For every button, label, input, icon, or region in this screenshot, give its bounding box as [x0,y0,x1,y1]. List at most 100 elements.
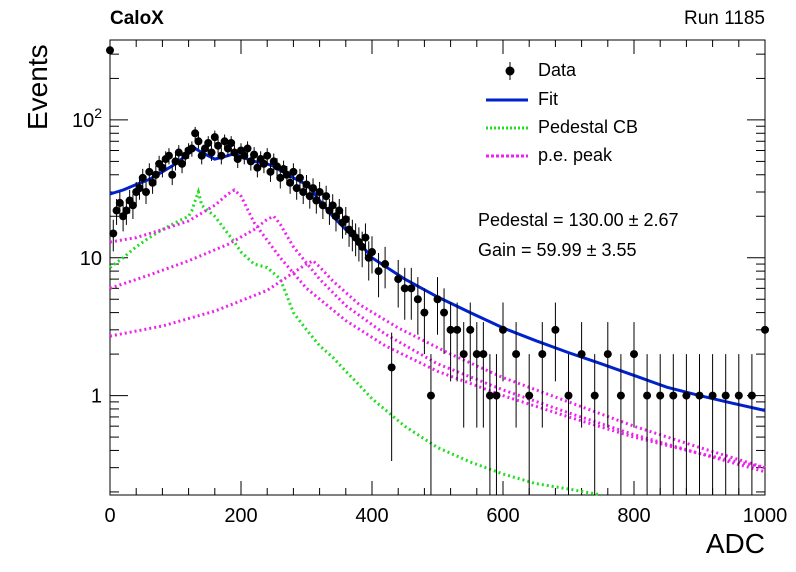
data-point [191,129,200,138]
data-point [643,391,652,400]
data-point [400,284,409,293]
data-point [174,148,183,157]
series-p-e-peak-2 [109,214,766,474]
data-point [273,162,282,171]
data-point [485,391,494,400]
data-point [214,141,223,150]
series-pedestal-cb [109,186,602,497]
data-point [197,151,206,160]
data-point [453,325,462,334]
data-point [374,267,383,276]
y-axis-label: Events [22,44,53,130]
data-point [315,187,324,196]
data-point [135,184,144,193]
data-point [708,391,717,400]
data-point [151,170,160,179]
data-point [122,206,131,215]
data-point [368,248,376,257]
x-tick-label: 1000 [743,505,788,527]
data-point [577,350,586,359]
data-point [286,178,295,187]
data-point [158,163,167,172]
data-point [164,151,173,160]
data-point [440,308,449,317]
data-point [112,206,121,215]
data-point [358,242,367,251]
data-point [656,391,665,400]
data-point [309,184,318,193]
data-point [230,148,239,157]
data-point [479,350,488,359]
data-point [446,325,455,334]
x-axis-label: ADC [705,528,765,559]
data-point [210,133,219,142]
data-point [194,137,203,146]
legend [486,62,528,158]
data-point [499,325,507,334]
y-tick-label: 1 [91,386,102,408]
data-point [433,295,442,304]
data-point [590,391,599,400]
x-tick-label: 600 [486,505,519,527]
pedestal-stat: Pedestal = 130.00 ± 2.67 [478,210,679,230]
data-point [187,144,196,153]
plot-frame [109,39,766,496]
legend-label-fit: Fit [538,89,558,109]
data-point [603,350,612,359]
data-point [721,391,730,400]
series-p-e-peak-1 [109,188,766,470]
data-point [492,391,501,400]
data-point [295,173,304,182]
data-point [426,391,435,400]
data-point [361,233,370,242]
data-point [551,325,560,334]
data-point [459,350,468,359]
data-point [322,192,331,201]
series-p-e-peak-3 [109,258,766,470]
data-point [217,151,226,160]
data-point [312,196,321,205]
x-tick-label: 0 [104,505,115,527]
data-point [171,157,180,166]
data-point [512,350,521,359]
data-point [240,151,249,160]
data-point [115,198,124,207]
data-point [138,173,147,182]
data-point [282,170,291,179]
data-point [292,184,301,193]
data-point [394,275,403,284]
data-point [178,159,187,168]
data-point [109,229,118,238]
data-point [420,308,429,317]
data-point [233,155,242,164]
data-point [305,192,314,201]
data-point [142,187,151,196]
data-point [407,284,416,293]
data-point [669,391,678,400]
data-point [341,215,350,224]
data-point [335,206,344,215]
x-tick-label: 800 [617,505,650,527]
data-point [538,350,547,359]
plot-area [106,46,769,497]
data-point [227,139,236,148]
experiment-label: CaloX [110,8,164,29]
data-point [747,391,756,400]
y-tick-label: 10 [80,248,102,270]
data-point [682,391,691,400]
data-point [564,391,573,400]
data-point [148,178,157,187]
data-point [616,391,625,400]
gain-stat: Gain = 59.99 ± 3.55 [478,240,637,260]
y-tick-label: 102 [72,105,102,132]
data-point [246,157,255,166]
data-point [289,167,298,176]
data-point [220,137,229,146]
data-point [695,391,704,400]
data-point [106,46,114,55]
data-point [128,201,137,210]
data-point [302,180,311,189]
data-point [259,159,268,168]
data-point [250,150,259,159]
